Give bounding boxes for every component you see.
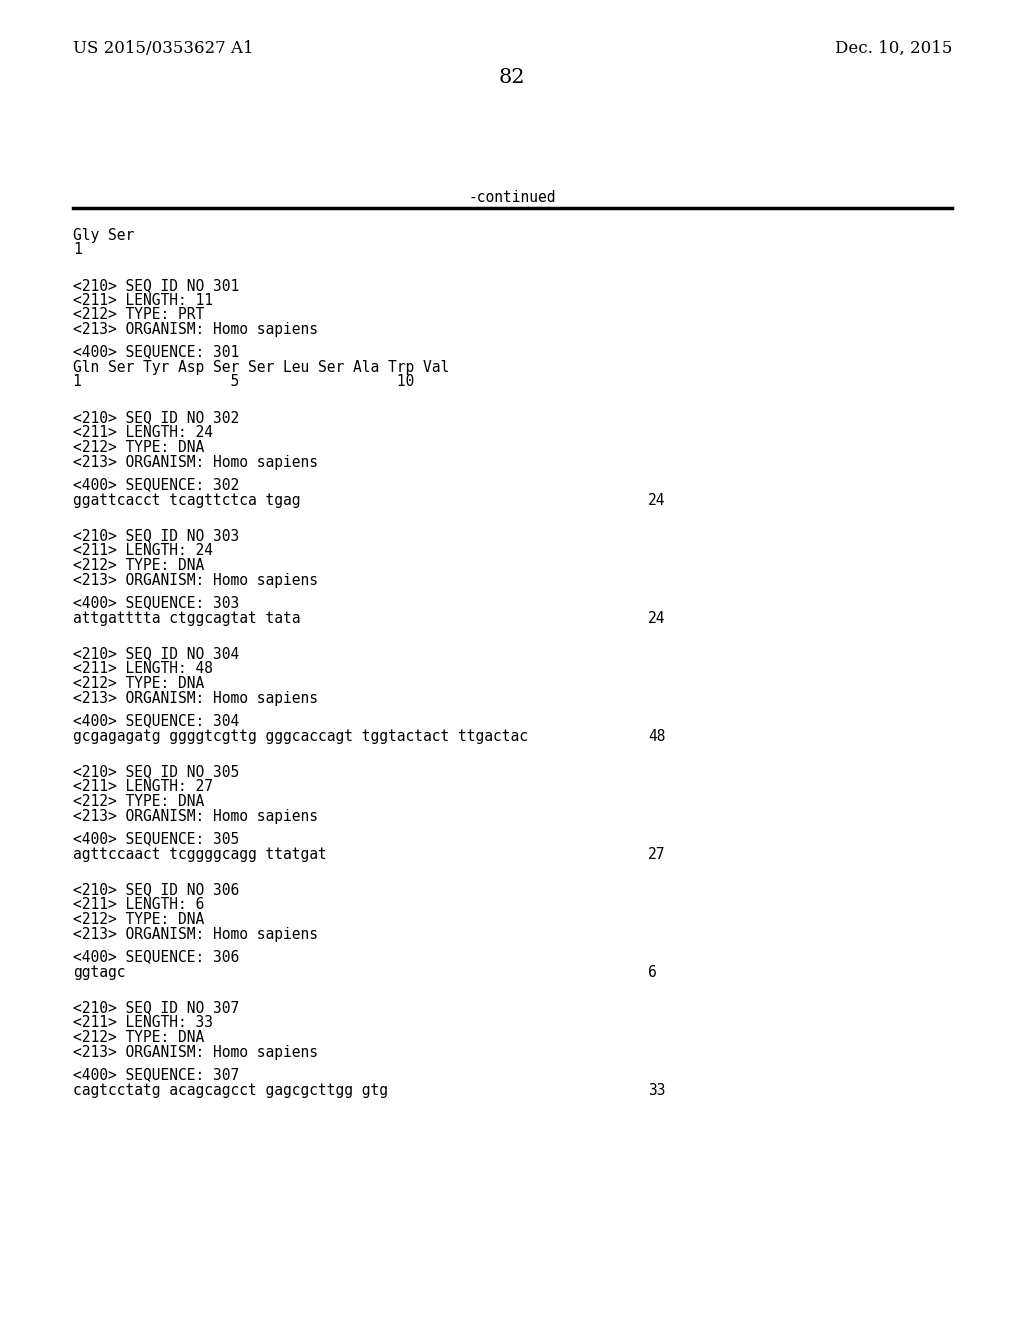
Text: 6: 6 xyxy=(648,965,656,979)
Text: 24: 24 xyxy=(648,611,666,626)
Text: <213> ORGANISM: Homo sapiens: <213> ORGANISM: Homo sapiens xyxy=(73,573,318,587)
Text: <210> SEQ ID NO 301: <210> SEQ ID NO 301 xyxy=(73,279,240,293)
Text: <213> ORGANISM: Homo sapiens: <213> ORGANISM: Homo sapiens xyxy=(73,809,318,824)
Text: <213> ORGANISM: Homo sapiens: <213> ORGANISM: Homo sapiens xyxy=(73,322,318,337)
Text: <400> SEQUENCE: 306: <400> SEQUENCE: 306 xyxy=(73,949,240,964)
Text: <210> SEQ ID NO 302: <210> SEQ ID NO 302 xyxy=(73,411,240,425)
Text: agttccaact tcggggcagg ttatgat: agttccaact tcggggcagg ttatgat xyxy=(73,847,327,862)
Text: gcgagagatg ggggtcgttg gggcaccagt tggtactact ttgactac: gcgagagatg ggggtcgttg gggcaccagt tggtact… xyxy=(73,729,528,744)
Text: <212> TYPE: DNA: <212> TYPE: DNA xyxy=(73,676,204,690)
Text: <211> LENGTH: 6: <211> LENGTH: 6 xyxy=(73,898,204,912)
Text: Gly Ser: Gly Ser xyxy=(73,228,134,243)
Text: <212> TYPE: DNA: <212> TYPE: DNA xyxy=(73,440,204,455)
Text: 82: 82 xyxy=(499,69,525,87)
Text: <213> ORGANISM: Homo sapiens: <213> ORGANISM: Homo sapiens xyxy=(73,1045,318,1060)
Text: <211> LENGTH: 33: <211> LENGTH: 33 xyxy=(73,1015,213,1030)
Text: <400> SEQUENCE: 304: <400> SEQUENCE: 304 xyxy=(73,713,240,729)
Text: ggattcacct tcagttctca tgag: ggattcacct tcagttctca tgag xyxy=(73,492,300,508)
Text: <213> ORGANISM: Homo sapiens: <213> ORGANISM: Homo sapiens xyxy=(73,455,318,470)
Text: <212> TYPE: PRT: <212> TYPE: PRT xyxy=(73,308,204,322)
Text: <211> LENGTH: 48: <211> LENGTH: 48 xyxy=(73,661,213,676)
Text: <210> SEQ ID NO 306: <210> SEQ ID NO 306 xyxy=(73,882,240,898)
Text: <400> SEQUENCE: 303: <400> SEQUENCE: 303 xyxy=(73,595,240,610)
Text: <212> TYPE: DNA: <212> TYPE: DNA xyxy=(73,795,204,809)
Text: 24: 24 xyxy=(648,492,666,508)
Text: <400> SEQUENCE: 307: <400> SEQUENCE: 307 xyxy=(73,1067,240,1082)
Text: <400> SEQUENCE: 305: <400> SEQUENCE: 305 xyxy=(73,832,240,846)
Text: -continued: -continued xyxy=(468,190,556,205)
Text: attgatttta ctggcagtat tata: attgatttta ctggcagtat tata xyxy=(73,611,300,626)
Text: US 2015/0353627 A1: US 2015/0353627 A1 xyxy=(73,40,254,57)
Text: <400> SEQUENCE: 301: <400> SEQUENCE: 301 xyxy=(73,345,240,359)
Text: 33: 33 xyxy=(648,1082,666,1098)
Text: 1: 1 xyxy=(73,242,82,257)
Text: <400> SEQUENCE: 302: <400> SEQUENCE: 302 xyxy=(73,477,240,492)
Text: 1                 5                  10: 1 5 10 xyxy=(73,374,415,389)
Text: cagtcctatg acagcagcct gagcgcttgg gtg: cagtcctatg acagcagcct gagcgcttgg gtg xyxy=(73,1082,388,1098)
Text: <211> LENGTH: 11: <211> LENGTH: 11 xyxy=(73,293,213,308)
Text: 48: 48 xyxy=(648,729,666,744)
Text: ggtagc: ggtagc xyxy=(73,965,126,979)
Text: <212> TYPE: DNA: <212> TYPE: DNA xyxy=(73,558,204,573)
Text: <210> SEQ ID NO 303: <210> SEQ ID NO 303 xyxy=(73,528,240,543)
Text: <210> SEQ ID NO 304: <210> SEQ ID NO 304 xyxy=(73,645,240,661)
Text: <212> TYPE: DNA: <212> TYPE: DNA xyxy=(73,1030,204,1045)
Text: <211> LENGTH: 27: <211> LENGTH: 27 xyxy=(73,779,213,795)
Text: <210> SEQ ID NO 305: <210> SEQ ID NO 305 xyxy=(73,764,240,779)
Text: <211> LENGTH: 24: <211> LENGTH: 24 xyxy=(73,543,213,558)
Text: 27: 27 xyxy=(648,847,666,862)
Text: <213> ORGANISM: Homo sapiens: <213> ORGANISM: Homo sapiens xyxy=(73,690,318,706)
Text: <210> SEQ ID NO 307: <210> SEQ ID NO 307 xyxy=(73,1001,240,1015)
Text: Gln Ser Tyr Asp Ser Ser Leu Ser Ala Trp Val: Gln Ser Tyr Asp Ser Ser Leu Ser Ala Trp … xyxy=(73,360,450,375)
Text: <211> LENGTH: 24: <211> LENGTH: 24 xyxy=(73,425,213,440)
Text: <213> ORGANISM: Homo sapiens: <213> ORGANISM: Homo sapiens xyxy=(73,927,318,942)
Text: Dec. 10, 2015: Dec. 10, 2015 xyxy=(835,40,952,57)
Text: <212> TYPE: DNA: <212> TYPE: DNA xyxy=(73,912,204,927)
